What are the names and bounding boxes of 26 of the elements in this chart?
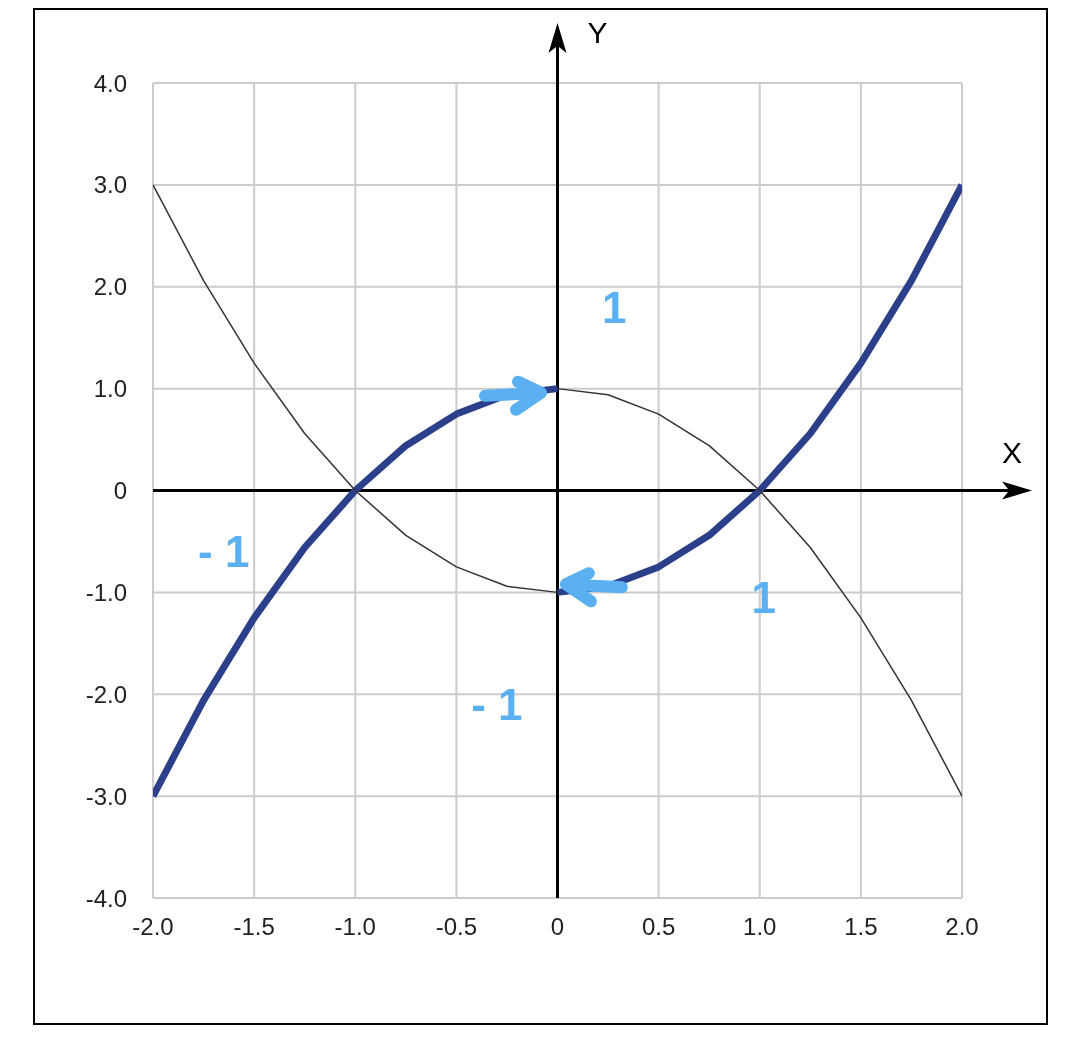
x-tick-label: 1.5 [844,913,878,941]
y-tick-label: 2.0 [93,273,127,301]
y-tick-label: -2.0 [85,680,127,708]
x-tick-label: -2.0 [132,913,174,941]
y-tick-label: -4.0 [85,884,127,912]
annotation: - 1 [198,527,250,577]
x-tick-label: 0.5 [641,913,676,941]
line-series [153,184,559,594]
x-axis-title: X [1001,435,1023,469]
y-tick-label: 3.0 [93,171,127,199]
annotation: - 1 [471,680,523,730]
x-tick-label: 1.0 [743,913,777,941]
y-tick-label: 4.0 [93,69,127,97]
x-tick-label: -0.5 [435,913,478,941]
y-axis-title: Y [587,16,608,49]
x-tick-label: -1.0 [334,913,376,941]
y-tick-label: -3.0 [85,782,127,810]
line-series [556,387,962,797]
y-tick-label: 0 [113,477,127,505]
x-tick-label: -1.5 [233,913,275,941]
y-tick-label: 1.0 [93,375,127,403]
annotation: 1 [601,282,627,332]
annotation: 1 [751,573,777,623]
y-tick-label: -1.0 [85,578,127,606]
x-tick-label: 0 [550,913,565,941]
x-tick-label: 2.0 [945,913,979,941]
